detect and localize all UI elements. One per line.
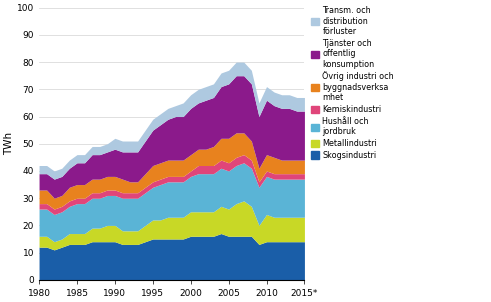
Legend: Transm. och
distribution
förluster, Tjänster och
offentlig
konsumption, Övrig in: Transm. och distribution förluster, Tjän… (311, 6, 394, 160)
Y-axis label: TWh: TWh (4, 132, 14, 155)
